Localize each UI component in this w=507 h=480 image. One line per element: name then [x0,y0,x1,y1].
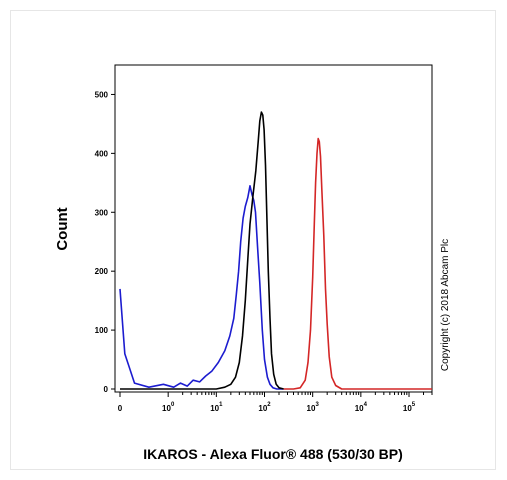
y-tick-label: 300 [95,208,109,217]
copyright-text: Copyright (c) 2018 Abcam Plc [440,239,451,371]
y-tick-label: 400 [95,149,109,158]
x-tick-label: 100 [162,402,175,413]
histogram-series-3 [283,137,432,390]
y-tick-label: 500 [95,90,109,99]
histogram-series [119,111,432,390]
x-axis-title: IKAROS - Alexa Fluor® 488 (530/30 BP) [143,446,403,462]
histogram-series-2 [120,111,284,390]
y-axis-ticks: 0 100 200 300 400 500 [95,90,115,394]
y-tick-label: 100 [95,326,109,335]
x-tick-label: 102 [258,402,271,413]
y-tick-label: 200 [95,267,109,276]
x-tick-label: 0 [118,404,123,413]
histogram-series-1 [119,185,284,390]
x-axis-ticks: 0 100 101 102 103 104 105 [118,392,433,413]
plot-area [114,64,433,393]
x-tick-label: 105 [403,402,416,413]
x-tick-label: 103 [307,402,320,413]
y-tick-label: 0 [104,385,109,394]
x-tick-label: 104 [355,402,368,413]
x-tick-label: 101 [210,402,223,413]
y-axis-title: Count [54,207,71,250]
chart-frame [10,10,496,470]
